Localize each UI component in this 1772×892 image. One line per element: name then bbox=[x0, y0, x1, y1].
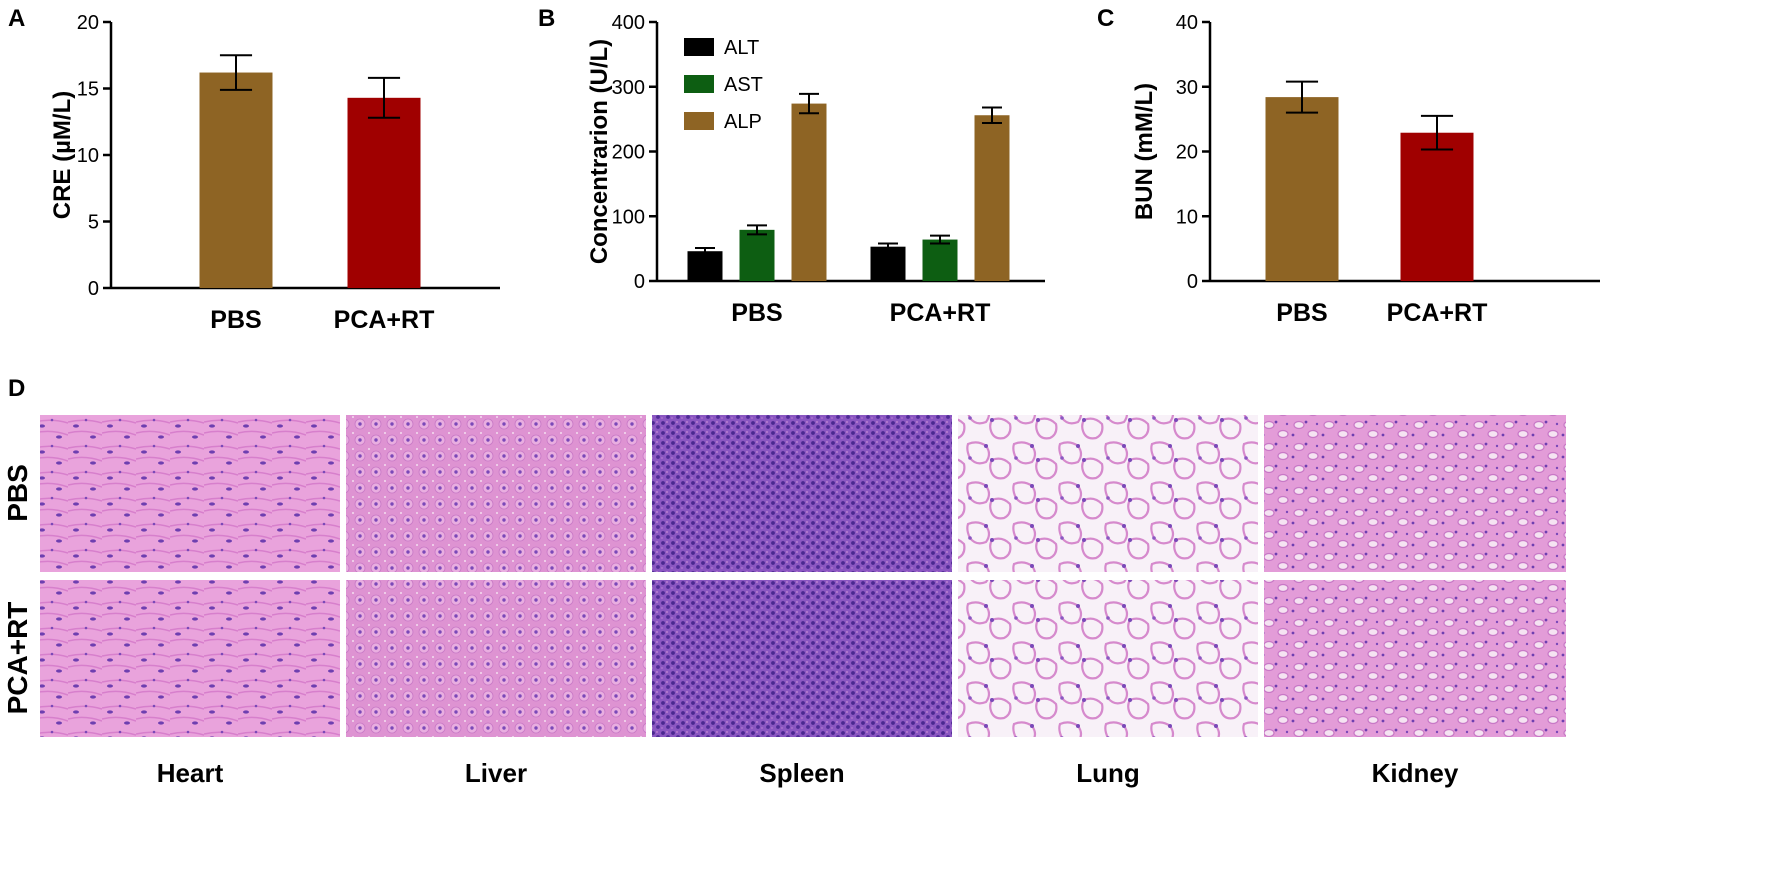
bar-pca-rt-ast bbox=[922, 239, 958, 281]
bar-pbs-alt bbox=[687, 251, 723, 281]
bar-pbs-ast bbox=[739, 229, 775, 281]
y-tick-label: 10 bbox=[77, 145, 99, 167]
histology-panel: PBS PCA+RT Heart Liver Spleen Lung Kidne… bbox=[2, 415, 1566, 788]
column-label-kidney: Kidney bbox=[1372, 758, 1459, 788]
x-category-label-pbs: PBS bbox=[210, 306, 261, 334]
y-tick-label: 15 bbox=[77, 79, 99, 101]
panel-letter-a: A bbox=[8, 5, 25, 32]
x-category-label-pca-rt: PCA+RT bbox=[1387, 299, 1488, 327]
bar-pca-rt bbox=[347, 97, 421, 288]
tissue-image-pcart-lung bbox=[958, 580, 1258, 737]
y-tick-label: 100 bbox=[612, 206, 645, 228]
column-label-liver: Liver bbox=[465, 758, 527, 788]
x-category-label-pca-rt: PCA+RT bbox=[334, 306, 435, 334]
bar-pbs-alp bbox=[791, 103, 827, 282]
tissue-image-pbs-lung bbox=[958, 415, 1258, 572]
tissue-image-pbs-heart bbox=[40, 415, 340, 572]
tissue-image-pbs-liver bbox=[346, 415, 646, 572]
bar-pca-rt-alp bbox=[974, 115, 1010, 282]
y-tick-label: 400 bbox=[612, 12, 645, 34]
bar-pca-rt bbox=[1400, 132, 1474, 281]
y-axis-title: CRE (µM/L) bbox=[49, 91, 76, 219]
y-tick-label: 5 bbox=[88, 212, 99, 234]
legend-label-alt: ALT bbox=[724, 37, 759, 59]
y-tick-label: 200 bbox=[612, 142, 645, 164]
tissue-image-pcart-liver bbox=[346, 580, 646, 737]
tissue-image-pcart-heart bbox=[40, 580, 340, 737]
chart-b-liver-enzymes: 0 100 200 300 400 Concentrarion (U/L) PBS PCA+R… bbox=[586, 12, 1045, 327]
tissue-image-pcart-spleen bbox=[652, 580, 952, 737]
y-tick-label: 10 bbox=[1176, 206, 1198, 228]
x-category-label-pca-rt: PCA+RT bbox=[890, 299, 991, 327]
bar-pbs bbox=[199, 72, 273, 288]
row-label-pbs: PBS bbox=[2, 464, 33, 522]
y-tick-label: 20 bbox=[77, 12, 99, 34]
legend-swatch-ast bbox=[684, 75, 714, 93]
tissue-image-pcart-kidney bbox=[1264, 580, 1566, 737]
legend-label-alp: ALP bbox=[724, 111, 762, 133]
tissue-image-pbs-kidney bbox=[1264, 415, 1566, 572]
bar-pca-rt-alt bbox=[870, 246, 906, 281]
y-tick-label: 0 bbox=[1187, 271, 1198, 293]
legend-swatch-alt bbox=[684, 38, 714, 56]
legend-swatch-alp bbox=[684, 112, 714, 130]
legend-label-ast: AST bbox=[724, 74, 763, 96]
row-label-pca-rt: PCA+RT bbox=[2, 602, 33, 715]
column-label-lung: Lung bbox=[1076, 758, 1140, 788]
y-tick-label: 30 bbox=[1176, 77, 1198, 99]
y-tick-label: 300 bbox=[612, 77, 645, 99]
x-category-label-pbs: PBS bbox=[731, 299, 782, 327]
x-category-label-pbs: PBS bbox=[1276, 299, 1327, 327]
y-tick-label: 0 bbox=[634, 271, 645, 293]
y-axis-title: BUN (mM/L) bbox=[1131, 83, 1158, 220]
column-label-heart: Heart bbox=[157, 758, 224, 788]
y-tick-label: 0 bbox=[88, 278, 99, 300]
y-tick-label: 20 bbox=[1176, 142, 1198, 164]
y-axis-title: Concentrarion (U/L) bbox=[586, 39, 613, 264]
bar-pbs bbox=[1265, 97, 1339, 281]
chart-c-bun: 0 10 20 30 40 BUN (mM/L) PBS PCA+RT bbox=[1131, 12, 1600, 327]
chart-a-cre: 0 5 10 15 20 CRE (µM/L) PBS PCA+RT bbox=[49, 12, 500, 334]
panel-letter-b: B bbox=[538, 5, 555, 32]
column-label-spleen: Spleen bbox=[759, 758, 844, 788]
panel-letter-c: C bbox=[1097, 5, 1114, 32]
tissue-image-pbs-spleen bbox=[652, 415, 952, 572]
panel-letter-d: D bbox=[8, 375, 25, 402]
y-tick-label: 40 bbox=[1176, 12, 1198, 34]
